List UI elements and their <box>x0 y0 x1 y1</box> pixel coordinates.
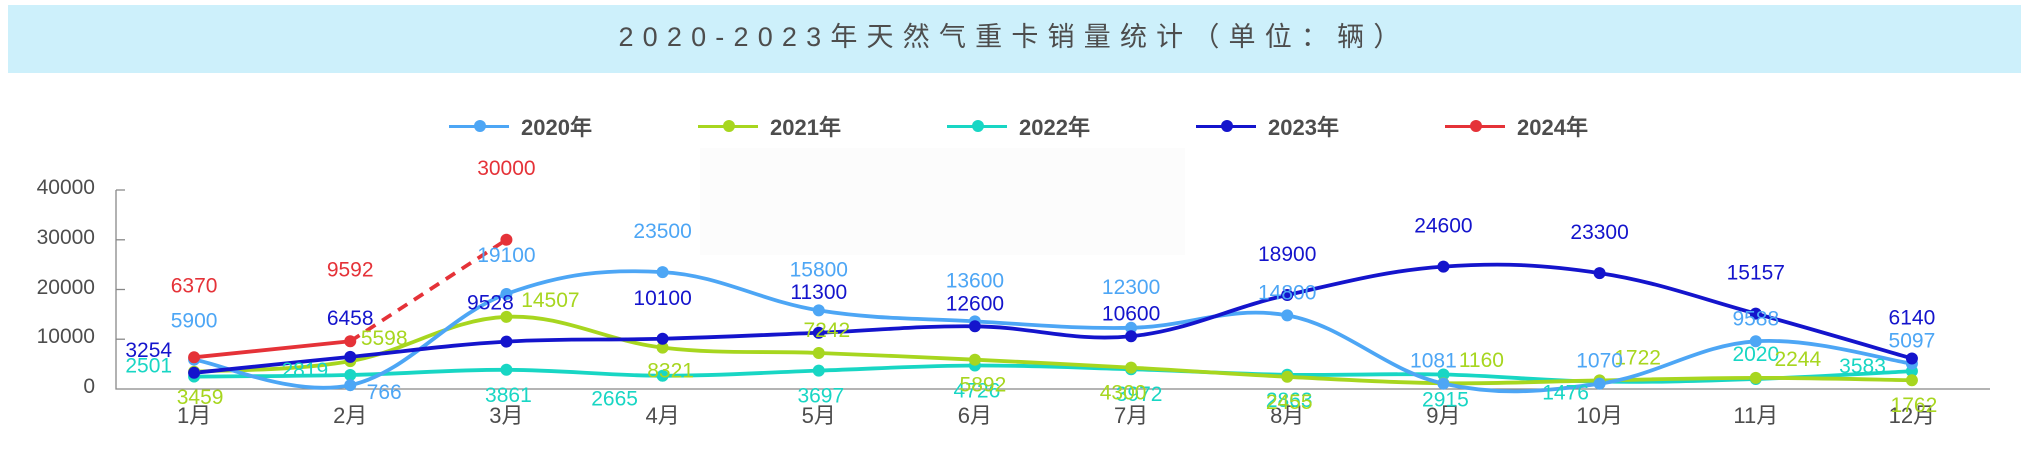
svg-text:9528: 9528 <box>467 292 514 315</box>
svg-text:11300: 11300 <box>790 281 847 304</box>
svg-text:1762: 1762 <box>1891 394 1938 417</box>
svg-text:30000: 30000 <box>477 157 535 180</box>
svg-text:2819: 2819 <box>281 359 328 382</box>
svg-text:766: 766 <box>367 381 402 404</box>
svg-text:23300: 23300 <box>1570 221 1628 244</box>
svg-text:19100: 19100 <box>477 244 535 267</box>
svg-text:10100: 10100 <box>633 287 691 310</box>
svg-text:5598: 5598 <box>361 327 408 350</box>
svg-text:4300: 4300 <box>1100 382 1147 405</box>
svg-text:23500: 23500 <box>633 220 691 243</box>
svg-text:24600: 24600 <box>1414 215 1472 238</box>
svg-text:2455: 2455 <box>1266 391 1313 414</box>
svg-text:5892: 5892 <box>960 374 1007 397</box>
svg-text:1476: 1476 <box>1542 382 1589 405</box>
svg-text:14507: 14507 <box>521 289 579 312</box>
svg-text:3697: 3697 <box>797 385 844 408</box>
svg-text:12600: 12600 <box>946 292 1004 315</box>
svg-text:18900: 18900 <box>1258 243 1316 266</box>
svg-text:2915: 2915 <box>1422 389 1469 412</box>
svg-text:1160: 1160 <box>1459 349 1504 372</box>
svg-text:5900: 5900 <box>171 310 218 333</box>
svg-text:10600: 10600 <box>1102 302 1160 325</box>
svg-text:7242: 7242 <box>803 319 850 342</box>
svg-text:3861: 3861 <box>485 384 532 407</box>
svg-text:9588: 9588 <box>1732 307 1779 330</box>
svg-text:1081: 1081 <box>1410 350 1457 373</box>
svg-text:2244: 2244 <box>1774 348 1821 371</box>
svg-text:6458: 6458 <box>327 307 374 330</box>
svg-text:6370: 6370 <box>171 274 218 297</box>
svg-text:3583: 3583 <box>1839 355 1886 378</box>
svg-text:1070: 1070 <box>1576 350 1623 373</box>
svg-text:3459: 3459 <box>177 386 224 409</box>
svg-text:12300: 12300 <box>1102 276 1160 299</box>
svg-text:5097: 5097 <box>1889 330 1936 353</box>
svg-text:13600: 13600 <box>946 269 1004 292</box>
svg-text:15157: 15157 <box>1727 262 1785 285</box>
svg-text:9592: 9592 <box>327 258 374 281</box>
svg-text:8321: 8321 <box>647 360 694 383</box>
svg-text:15800: 15800 <box>790 258 848 281</box>
svg-text:6140: 6140 <box>1889 307 1936 330</box>
svg-text:2665: 2665 <box>591 388 638 411</box>
svg-text:3254: 3254 <box>125 339 172 362</box>
svg-text:14800: 14800 <box>1258 281 1316 304</box>
svg-text:2020: 2020 <box>1732 343 1779 366</box>
